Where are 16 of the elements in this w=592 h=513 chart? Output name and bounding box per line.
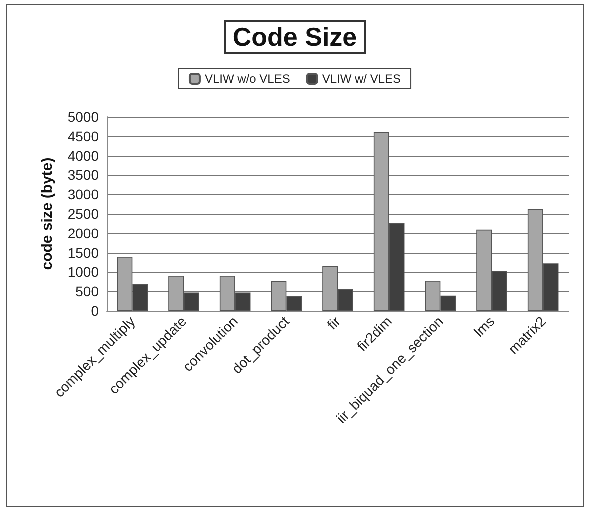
chart-title: Code Size [232, 22, 358, 52]
y-tick-label: 4000 [68, 148, 100, 164]
y-tick-label: 2500 [68, 206, 100, 222]
y-tick-label: 2000 [68, 225, 100, 242]
y-tick-label: 3500 [68, 167, 100, 184]
y-tick-label: 1000 [68, 264, 100, 280]
y-axis-title: code size (byte) [39, 158, 56, 270]
y-tick-label: 5000 [68, 109, 100, 125]
y-tick-label: 3000 [68, 186, 100, 203]
y-tick-label: 500 [76, 284, 100, 300]
y-tick-label: 0 [91, 303, 100, 319]
legend-label: VLIW w/o VLES [204, 72, 290, 86]
x-tick-label: lms [470, 313, 498, 340]
y-tick-label: 4500 [68, 128, 100, 144]
y-tick-label: 1500 [68, 244, 100, 261]
legend-label: VLIW w/ VLES [322, 72, 402, 86]
